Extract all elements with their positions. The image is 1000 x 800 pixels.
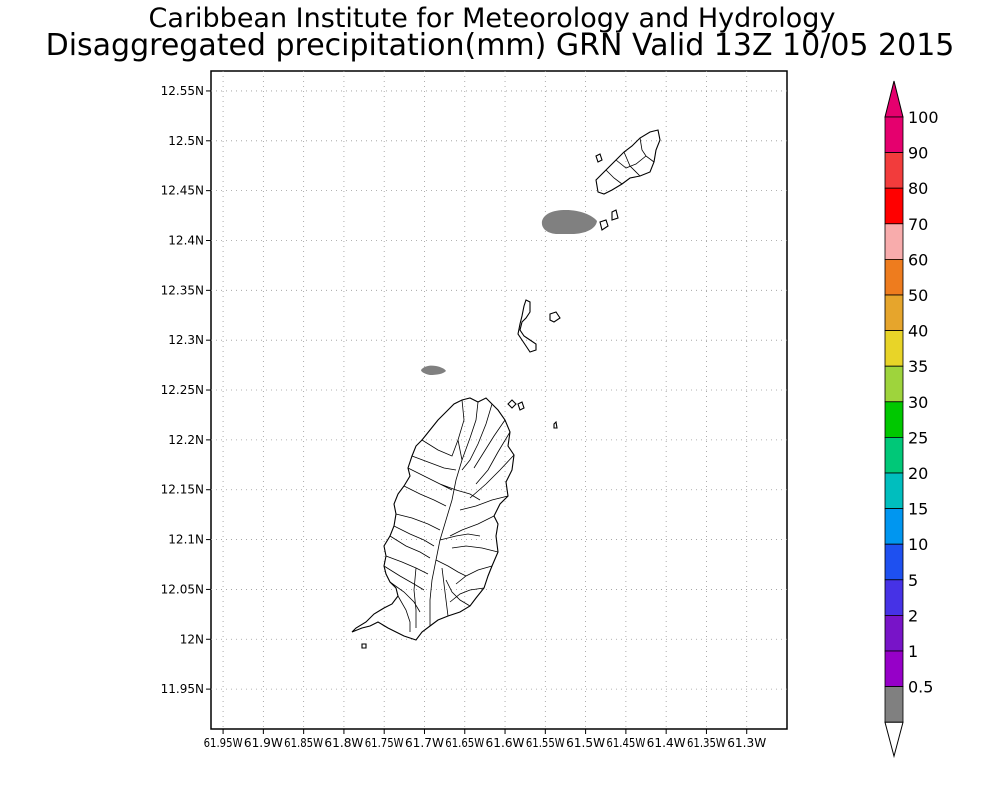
lat-tick-label: 12.4N [168,233,204,247]
colorbar-label: 60 [908,250,928,269]
colorbar-swatch [884,365,904,403]
lat-tick-label: 12N [180,632,204,646]
colorbar-label: 40 [908,322,928,341]
precip-area-north [541,210,597,234]
islet-6 [611,209,619,221]
graticule [211,71,787,729]
colorbar-swatch [884,472,904,509]
colorbar-label: 15 [908,500,928,519]
colorbar-label: 50 [908,286,928,305]
lat-tick-label: 12.35N [161,283,204,297]
colorbar-swatch [884,579,904,616]
colorbar-label: 2 [908,606,918,625]
longitude-labels: 61.95W 61.9W 61.85W 61.8W 61.75W 61.7W 61.65W 6… [204,729,766,750]
land-outlines [351,129,661,649]
lon-tick-label: 61.9W [244,736,283,750]
lon-tick-label: 61.7W [405,736,444,750]
colorbar-label: 25 [908,428,928,447]
lat-tick-label: 12.5N [168,134,204,148]
grenada-island-outline [351,397,515,641]
latitude-labels: 12.55N 12.5N 12.45N 12.4N 12.35N 12.3N 12.25N 1… [161,84,211,696]
colorbar-swatch [884,650,904,687]
colorbar-swatch [884,401,904,438]
colorbar-label: 100 [908,108,939,127]
colorbar-swatch [884,116,904,153]
lat-tick-label: 12.05N [161,582,204,596]
precip-colorbar: 100 90 80 70 60 50 40 35 30 25 20 15 10 5 2 1 0.5 [884,80,939,759]
lat-tick-label: 12.15N [161,483,204,497]
map-title: Caribbean Institute for Meteorology and … [148,3,836,34]
colorbar-swatch [884,543,904,581]
lat-tick-label: 12.2N [168,433,204,447]
lat-tick-label: 12.25N [161,383,204,397]
colorbar-swatch [884,686,904,723]
lon-tick-label: 61.85W [284,736,323,750]
colorbar-swatch [884,187,904,225]
lon-tick-label: 61.95W [204,736,243,750]
lon-tick-label: 61.65W [445,736,484,750]
islet-1 [507,399,517,409]
map-subtitle: Disaggregated precipitation(mm) GRN Vali… [45,28,955,63]
colorbar-label: 1 [908,642,918,661]
islet-2 [517,401,525,411]
lat-tick-label: 12.45N [161,184,204,198]
colorbar-label: 80 [908,179,928,198]
colorbar-swatch [884,330,904,367]
lon-tick-label: 61.5W [566,736,605,750]
map-frame [210,70,788,730]
colorbar-label: 5 [908,571,918,590]
ronde-island-outline [517,299,537,353]
colorbar-label: 35 [908,357,928,376]
lon-tick-label: 61.4W [647,736,686,750]
colorbar-swatch [884,508,904,545]
lat-tick-label: 12.3N [168,333,204,347]
lat-tick-label: 11.95N [161,682,204,696]
lon-tick-label: 61.55W [526,736,565,750]
colorbar-label: 90 [908,144,928,163]
colorbar-swatch [884,258,904,296]
colorbar-swatch [884,615,904,652]
colorbar-swatch [884,436,904,474]
grenada-watersheds [383,399,515,632]
petite-martinique [595,153,603,163]
lon-tick-label: 61.8W [324,736,363,750]
lon-tick-label: 61.75W [365,736,404,750]
colorbar-top-triangle [884,80,904,118]
lon-tick-label: 61.6W [486,736,525,750]
colorbar-swatch [884,152,904,189]
islet-3 [553,420,558,429]
lon-tick-label: 61.45W [606,736,645,750]
lat-tick-label: 12.55N [161,84,204,98]
colorbar-swatch [884,294,904,331]
colorbar-label: 0.5 [908,678,933,697]
colorbar-bottom-triangle [884,721,904,759]
colorbar-label: 30 [908,393,928,412]
lon-tick-label: 61.3W [727,736,766,750]
islet-7 [599,219,609,231]
islet-5 [549,311,561,323]
lon-tick-label: 61.35W [687,736,726,750]
precip-layer [421,210,597,375]
carriacou-interior [605,137,655,185]
colorbar-label: 20 [908,464,928,483]
colorbar-swatch [884,223,904,260]
islet-4 [361,643,367,649]
colorbar-label: 70 [908,215,928,234]
colorbar-label: 10 [908,535,928,554]
lat-tick-label: 12.1N [168,533,204,547]
precip-area-kick-em-jenny [421,365,446,375]
